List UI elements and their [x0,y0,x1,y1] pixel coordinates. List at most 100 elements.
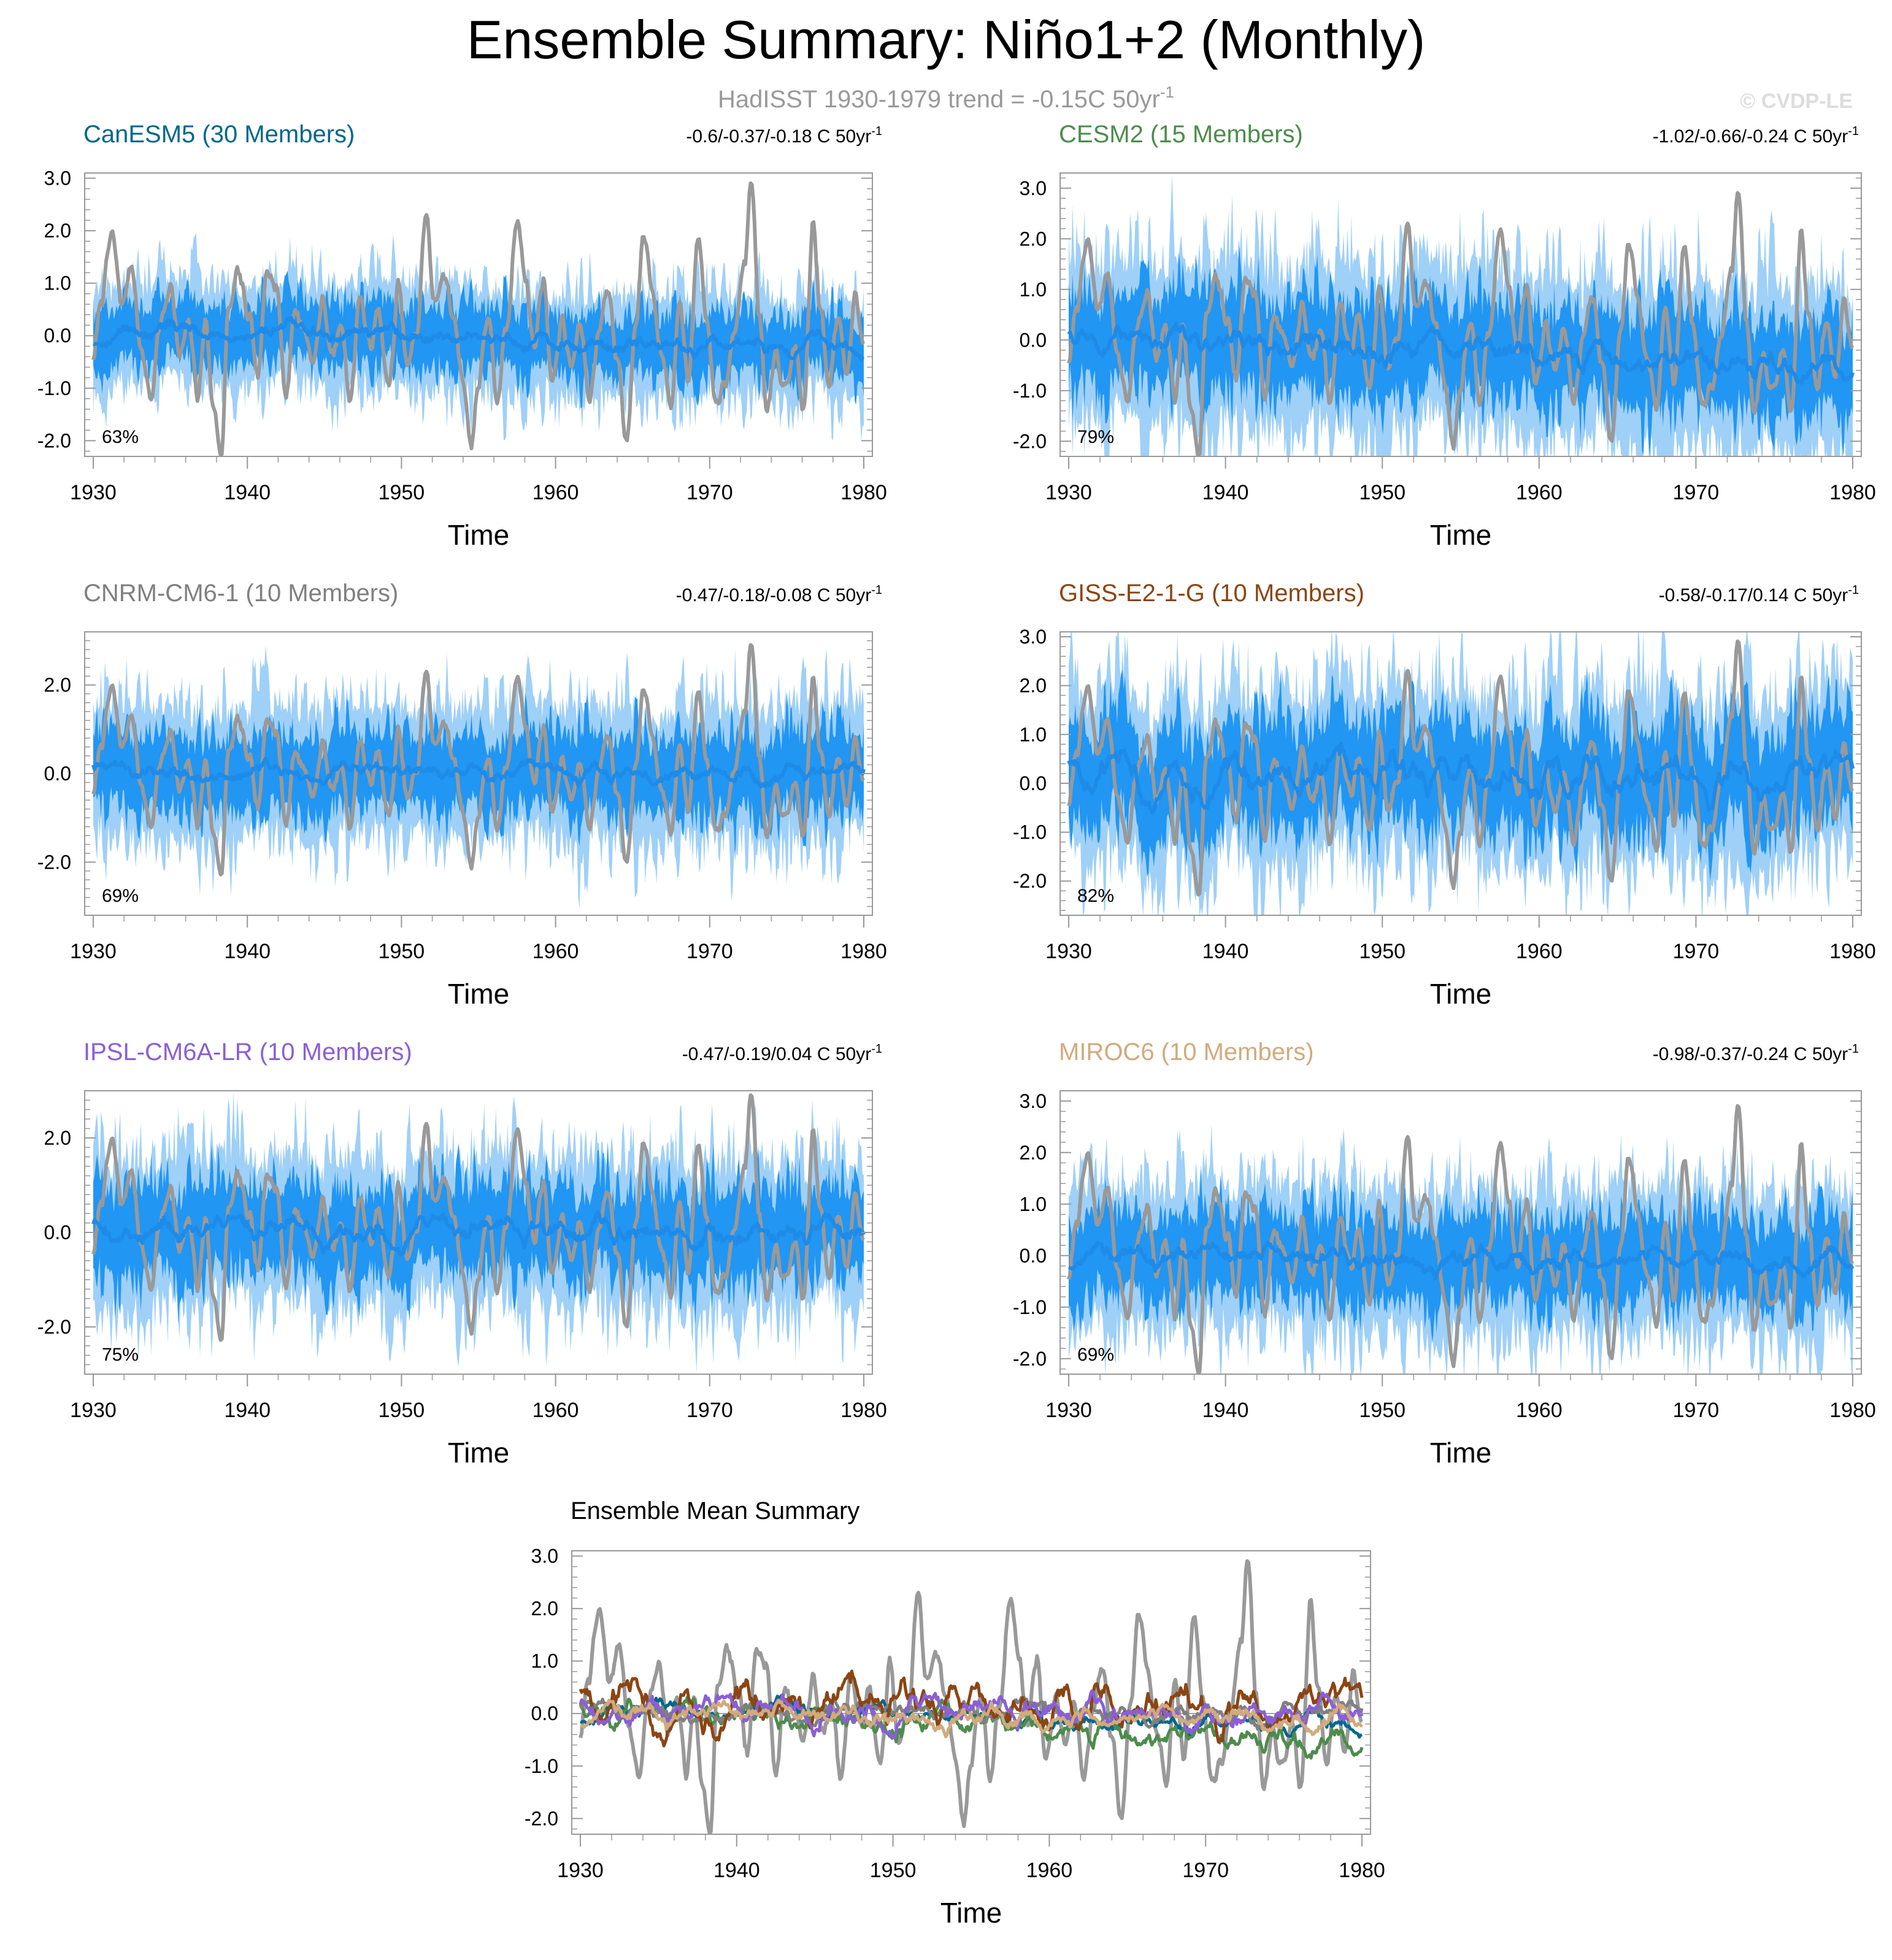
x-tick-label: 1940 [224,1399,271,1422]
x-tick-label: 1960 [533,481,579,504]
x-tick-label: 1980 [1339,1859,1385,1882]
panel-0: CanESM5 (30 Members) -0.6/-0.37/-0.18 C 5… [37,121,887,551]
y-tick-label: 3.0 [1020,177,1047,199]
x-tick-label: 1970 [1673,481,1720,504]
ensemble-mean-line [91,756,866,789]
y-tick-label: 2.0 [1020,675,1047,697]
subtitle-text: HadISST 1930-1979 trend = -0.15C 50yr [718,86,1160,113]
trend-label: -1.02/-0.66/-0.24 C 50yr-1 [1653,125,1859,147]
panel-4: IPSL-CM6A-LR (10 Members) -0.47/-0.19/0.0… [37,1039,887,1469]
x-tick-label: 1950 [379,1399,425,1422]
ensemble-spread-inner [93,691,864,862]
y-tick-label: -1.0 [1013,380,1047,402]
x-tick-label: 1970 [686,940,733,963]
trend-sup: -1 [1848,125,1859,138]
y-tick-label: 0.0 [44,325,71,347]
panel-6: Ensemble Mean Summary -2.0 -1.0 0.0 1.0 2.0 3.… [525,1497,1385,1929]
x-tick-label: 1940 [1202,481,1249,504]
panel-title: MIROC6 (10 Members) [1059,1039,1314,1066]
plot-area [572,1559,1371,1834]
observed-line [91,643,865,877]
y-tick-label: 1.0 [531,1650,558,1672]
trend-text: -0.47/-0.18/-0.08 C 50yr [676,585,872,605]
trend-label: -0.58/-0.17/0.14 C 50yr-1 [1659,583,1859,605]
x-tick-label: 1980 [840,481,887,504]
subtitle-sup: -1 [1160,83,1174,101]
series-line-cesm2 [579,1695,1364,1760]
x-tick-label: 1960 [1516,481,1563,504]
x-tick-label: 1950 [870,1859,917,1882]
ensemble-spread-inner [93,1141,864,1326]
panel-title: CESM2 (15 Members) [1059,121,1303,148]
x-axis-label: Time [1430,1437,1492,1469]
y-tick-label: 1.0 [1020,279,1047,301]
y-tick-label: -1.0 [37,377,71,399]
trend-label: -0.98/-0.37/-0.24 C 50yr-1 [1653,1042,1859,1064]
watermark: © CVDP-LE [1740,90,1853,113]
x-tick-label: 1970 [686,1399,733,1422]
ensemble-mean-line [1067,1240,1855,1280]
y-tick-label: -2.0 [37,1316,71,1338]
y-tick-label: 3.0 [531,1545,558,1567]
x-tick-label: 1980 [1829,940,1876,963]
x-tick-label: 1930 [70,481,117,504]
figure-title: Ensemble Summary: Niño1+2 (Monthly) [467,9,1426,70]
x-tick-label: 1950 [1359,1399,1406,1422]
percent-label: 69% [1077,1345,1114,1365]
trend-text: -1.02/-0.66/-0.24 C 50yr [1653,126,1848,147]
x-tick-label: 1980 [840,940,887,963]
trend-sup: -1 [871,1042,882,1056]
y-tick-label: 0.0 [44,763,71,785]
x-tick-label: 1960 [533,940,579,963]
observed-line [91,1093,866,1342]
x-tick-label: 1950 [1359,940,1406,963]
y-tick-label: 0.0 [1020,1245,1047,1267]
x-tick-label: 1930 [1045,940,1092,963]
y-tick-label: -2.0 [1013,870,1047,892]
ensemble-spread-inner [1069,664,1853,891]
observed-line [91,181,866,456]
plot-frame [1059,172,1862,457]
y-tick-label: -2.0 [1013,430,1047,452]
percent-label: 75% [102,1345,139,1365]
x-tick-label: 1930 [1045,1399,1092,1422]
x-tick-label: 1940 [1202,1399,1249,1422]
x-tick-label: 1950 [379,481,425,504]
observed-line [1067,191,1855,456]
y-tick-label: -2.0 [37,429,71,452]
x-axis-label: Time [1430,519,1492,551]
y-tick-label: 1.0 [1020,723,1047,745]
y-tick-label: -2.0 [1013,1348,1047,1370]
y-tick-label: -1.0 [1013,821,1047,844]
trend-sup: -1 [1848,583,1859,597]
plot-area [85,181,872,456]
trend-sup: -1 [1848,1042,1859,1056]
panel-title: Ensemble Mean Summary [571,1497,859,1524]
plot-area [85,643,872,909]
panel-title: CNRM-CM6-1 (10 Members) [83,580,398,607]
series-line-miroc6 [580,1699,1363,1739]
x-tick-label: 1930 [70,1399,117,1422]
trend-text: -0.98/-0.37/-0.24 C 50yr [1653,1044,1848,1064]
ensemble-mean-line [1067,742,1855,815]
y-tick-label: 1.0 [44,272,71,294]
y-tick-label: 0.0 [1020,772,1047,794]
y-tick-label: 2.0 [44,1127,71,1149]
plot-frame [1059,1090,1862,1375]
trend-text: -0.47/-0.19/0.04 C 50yr [682,1044,872,1064]
y-tick-label: 2.0 [1020,1142,1047,1164]
x-tick-label: 1940 [1202,940,1249,963]
percent-label: 79% [1077,427,1114,447]
y-tick-label: 0.0 [1020,329,1047,351]
percent-label: 69% [102,886,139,906]
panel-title: CanESM5 (30 Members) [83,121,355,148]
plot-area [1060,632,1861,915]
y-tick-label: 3.0 [1020,1090,1047,1112]
trend-text: -0.58/-0.17/0.14 C 50yr [1659,585,1848,605]
x-tick-label: 1960 [1516,1399,1563,1422]
x-axis-label: Time [940,1897,1002,1929]
panel-3: GISS-E2-1-G (10 Members) -0.58/-0.17/0.14… [1013,580,1876,1010]
x-tick-label: 1950 [379,940,425,963]
trend-label: -0.47/-0.18/-0.08 C 50yr-1 [676,583,882,605]
